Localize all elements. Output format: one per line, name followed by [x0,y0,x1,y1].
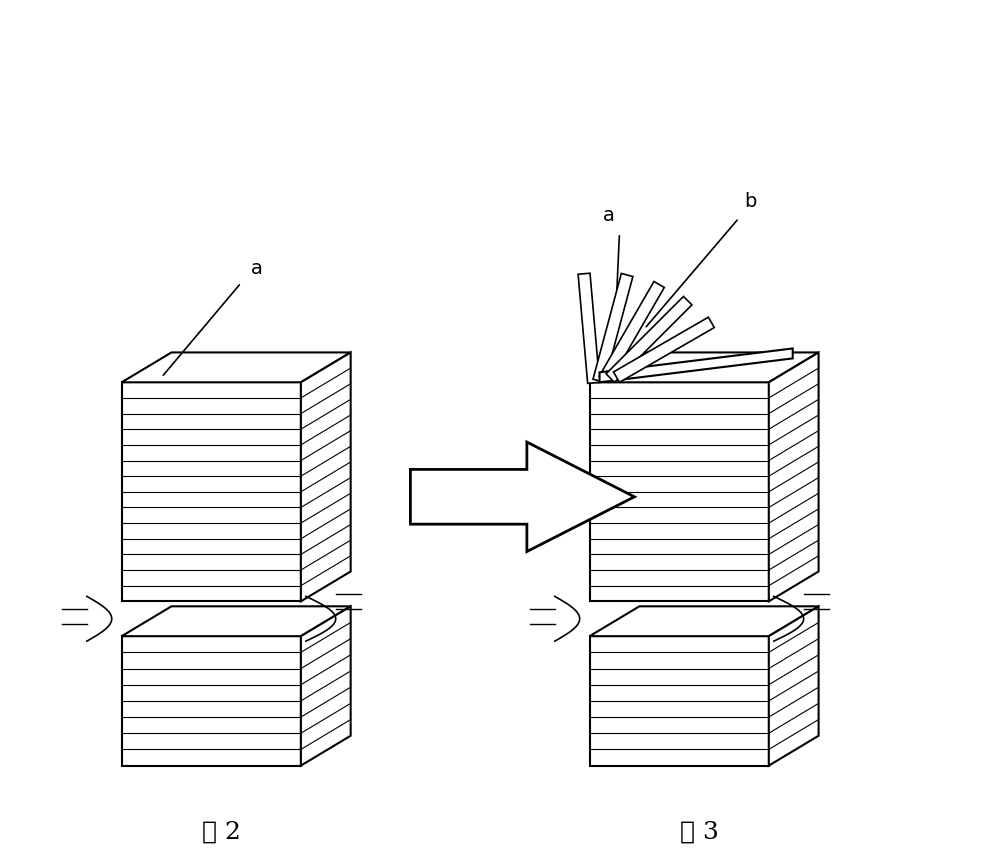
Polygon shape [600,348,793,382]
Polygon shape [590,352,819,382]
Text: 图 3: 图 3 [680,820,719,843]
Polygon shape [122,606,351,636]
Polygon shape [410,442,634,552]
Text: a: a [603,206,614,225]
Polygon shape [578,273,600,384]
Polygon shape [599,282,664,382]
Polygon shape [769,352,819,601]
Polygon shape [122,352,351,382]
Polygon shape [590,606,819,636]
Text: b: b [744,192,756,211]
Text: a: a [251,259,263,278]
Text: 图 2: 图 2 [202,820,241,843]
Polygon shape [590,382,769,601]
Polygon shape [606,296,692,382]
Polygon shape [593,273,633,382]
Polygon shape [122,382,301,601]
Polygon shape [122,636,301,766]
Polygon shape [613,318,714,382]
Polygon shape [301,352,351,601]
Polygon shape [590,636,769,766]
Polygon shape [301,606,351,766]
Polygon shape [769,606,819,766]
